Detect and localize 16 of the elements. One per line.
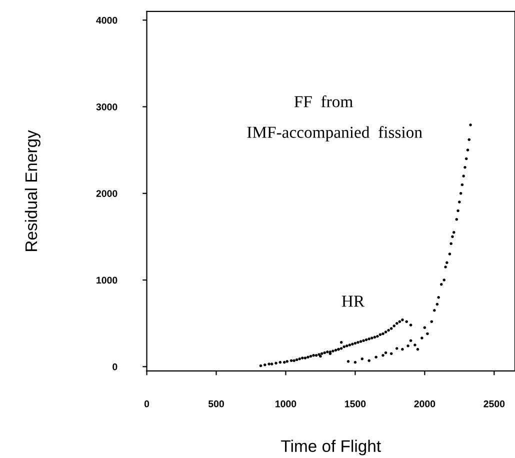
x-tick-label: 2000 <box>414 400 436 408</box>
annotation: HR <box>342 296 365 307</box>
y-tick-label: 4000 <box>96 16 118 24</box>
x-axis-title: Time of Flight <box>281 440 381 456</box>
y-tick-label: 0 <box>112 363 118 370</box>
annotation: IMF-accompanied fission <box>247 126 422 142</box>
x-tick-label: 0 <box>144 400 150 408</box>
x-tick-label: 500 <box>208 400 224 408</box>
x-tick-label: 1500 <box>345 400 366 408</box>
annotation: FF from <box>294 95 353 108</box>
y-tick-label: 2000 <box>96 190 118 197</box>
y-tick-label: 1000 <box>96 276 118 284</box>
y-tick-label: 3000 <box>96 103 118 110</box>
x-tick-label: 1000 <box>276 400 296 408</box>
x-tick-label: 2500 <box>484 400 505 408</box>
y-axis-title: Residual Energy <box>24 130 40 251</box>
